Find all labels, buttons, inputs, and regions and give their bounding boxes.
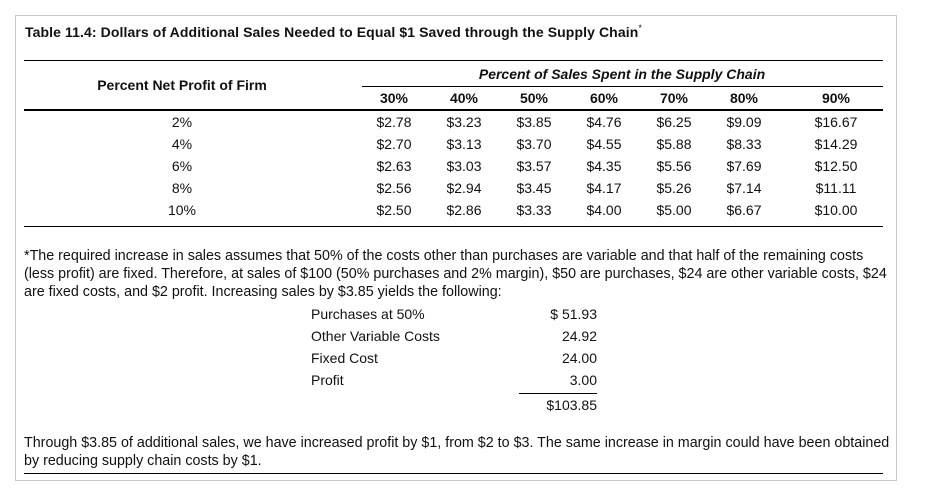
calc-value: 3.00 [569,372,597,388]
table-cell: $5.00 [656,202,692,218]
calc-label: Fixed Cost [311,350,378,366]
column-header: 50% [519,90,549,106]
footnote-text: *The required increase in sales assumes … [24,248,887,300]
table-cell: $5.56 [656,158,692,174]
table-cell: $2.70 [376,136,412,152]
table-frame [15,15,897,481]
table-cell: $4.00 [586,202,622,218]
table-cell: $9.09 [726,114,762,130]
table-cell: $2.50 [376,202,412,218]
table-cell: $2.94 [446,180,482,196]
table-cell: $3.13 [446,136,482,152]
table-cell: $4.35 [586,158,622,174]
column-header: 90% [821,90,851,106]
table-cell: $3.70 [516,136,552,152]
calc-label: Profit [311,372,344,388]
table-cell: $2.78 [376,114,412,130]
row-label: 8% [171,180,193,196]
column-group-header: Percent of Sales Spent in the Supply Cha… [478,66,766,82]
table-cell: $3.45 [516,180,552,196]
table-cell: $8.33 [726,136,762,152]
calc-value: $ 51.93 [550,306,597,322]
row-label: 4% [171,136,193,152]
row-label: 2% [171,114,193,130]
table-cell: $7.14 [726,180,762,196]
column-header: 70% [659,90,689,106]
table-cell: $16.67 [814,114,858,130]
table-cell: $2.63 [376,158,412,174]
table-cell: $6.25 [656,114,692,130]
table-cell: $4.17 [586,180,622,196]
column-header: 60% [589,90,619,106]
row-label: 10% [167,202,197,218]
table-title: Table 11.4: Dollars of Additional Sales … [25,23,642,40]
group-rule [362,86,883,87]
calc-label: Other Variable Costs [311,328,440,344]
table-cell: $4.76 [586,114,622,130]
top-rule [24,60,883,61]
calc-total: $103.85 [546,397,597,413]
table-cell: $12.50 [814,158,858,174]
table-title-text: Table 11.4: Dollars of Additional Sales … [25,24,639,40]
table-bottom-rule [24,226,883,227]
column-header: 80% [729,90,759,106]
table-cell: $5.88 [656,136,692,152]
table-cell: $5.26 [656,180,692,196]
calc-label: Purchases at 50% [311,306,425,322]
table-cell: $3.23 [446,114,482,130]
table-cell: $3.03 [446,158,482,174]
table-cell: $14.29 [814,136,858,152]
calc-value: 24.00 [561,350,597,366]
bottom-rule [24,473,883,474]
table-cell: $11.11 [815,180,857,196]
footnote-marker: * [638,23,642,33]
table-cell: $7.69 [726,158,762,174]
column-header: 40% [449,90,479,106]
header-rule [24,109,883,111]
table-cell: $2.86 [446,202,482,218]
row-header: Percent Net Profit of Firm [97,77,267,93]
table-cell: $2.56 [376,180,412,196]
table-cell: $3.85 [516,114,552,130]
table-cell: $10.00 [814,202,858,218]
conclusion-text: Through $3.85 of additional sales, we ha… [24,435,890,469]
table-cell: $3.33 [516,202,552,218]
column-header: 30% [379,90,409,106]
table-cell: $6.67 [726,202,762,218]
sum-rule [519,393,597,394]
calc-value: 24.92 [561,328,597,344]
table-cell: $4.55 [586,136,622,152]
table-cell: $3.57 [516,158,552,174]
row-label: 6% [171,158,193,174]
